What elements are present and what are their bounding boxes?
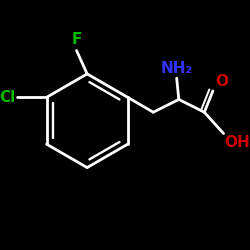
Text: F: F: [71, 32, 82, 47]
Text: NH₂: NH₂: [160, 60, 193, 76]
Text: O: O: [215, 74, 228, 89]
Text: Cl: Cl: [0, 90, 16, 105]
Text: OH: OH: [224, 135, 250, 150]
